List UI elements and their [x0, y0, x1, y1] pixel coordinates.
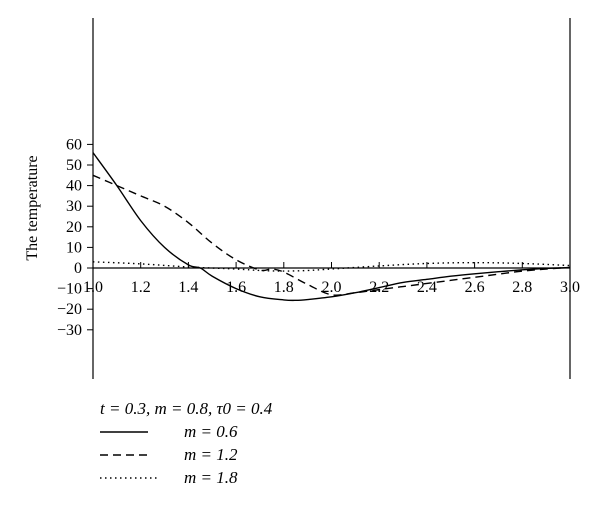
y-tick-label: 0 [74, 260, 82, 277]
x-tick-label: 1.6 [226, 279, 246, 296]
y-tick-label: 10 [66, 239, 82, 256]
y-tick-label: −30 [57, 322, 82, 339]
y-axis-label: The temperature [24, 155, 41, 260]
y-tick-label: −10 [57, 281, 82, 298]
y-tick-label: 20 [66, 219, 82, 236]
legend-item-dotted: m = 1.8 [100, 466, 460, 489]
series-line-solid [92, 152, 571, 302]
legend-label: m = 1.2 [184, 445, 238, 464]
y-tick-label: 50 [66, 157, 82, 174]
x-tick-label: 2.4 [417, 279, 437, 296]
legend-label: m = 1.8 [184, 468, 238, 487]
x-tick-label: 1.8 [274, 279, 294, 296]
legend-item-solid: m = 0.6 [100, 420, 460, 443]
x-tick-label: 3.0 [560, 279, 580, 296]
legend-label: m = 0.6 [184, 422, 238, 441]
axes: 60 50 40 30 20 10 0 −10 −20 −30 1.0 1.2 1.4 1.6 1.8 2.0… [57, 18, 580, 379]
y-tick-label: 40 [66, 178, 82, 195]
x-tick-label: 2.0 [322, 279, 342, 296]
x-tick-label: 1.2 [131, 279, 151, 296]
x-tick-label: 1.0 [83, 279, 103, 296]
x-tick-label: 2.6 [465, 279, 485, 296]
legend-line-dotted [100, 477, 160, 479]
series-line-dashed [92, 174, 571, 296]
legend-item-dashed: m = 1.2 [100, 443, 460, 466]
legend-subtitle: t = 0.3, m = 0.8, τ0 = 0.4 [100, 399, 273, 418]
legend: t = 0.3, m = 0.8, τ0 = 0.4 m = 0.6 m = 1… [100, 398, 460, 489]
legend-line-dashed [100, 454, 152, 456]
y-tick-label: 30 [66, 198, 82, 215]
legend-line-solid [100, 431, 148, 433]
series-line-dotted [92, 261, 571, 272]
y-tick-label: −20 [57, 301, 82, 318]
x-tick-label: 1.4 [178, 279, 198, 296]
plot-area [92, 152, 571, 302]
x-tick-label: 2.8 [512, 279, 532, 296]
y-tick-label: 60 [66, 136, 82, 153]
